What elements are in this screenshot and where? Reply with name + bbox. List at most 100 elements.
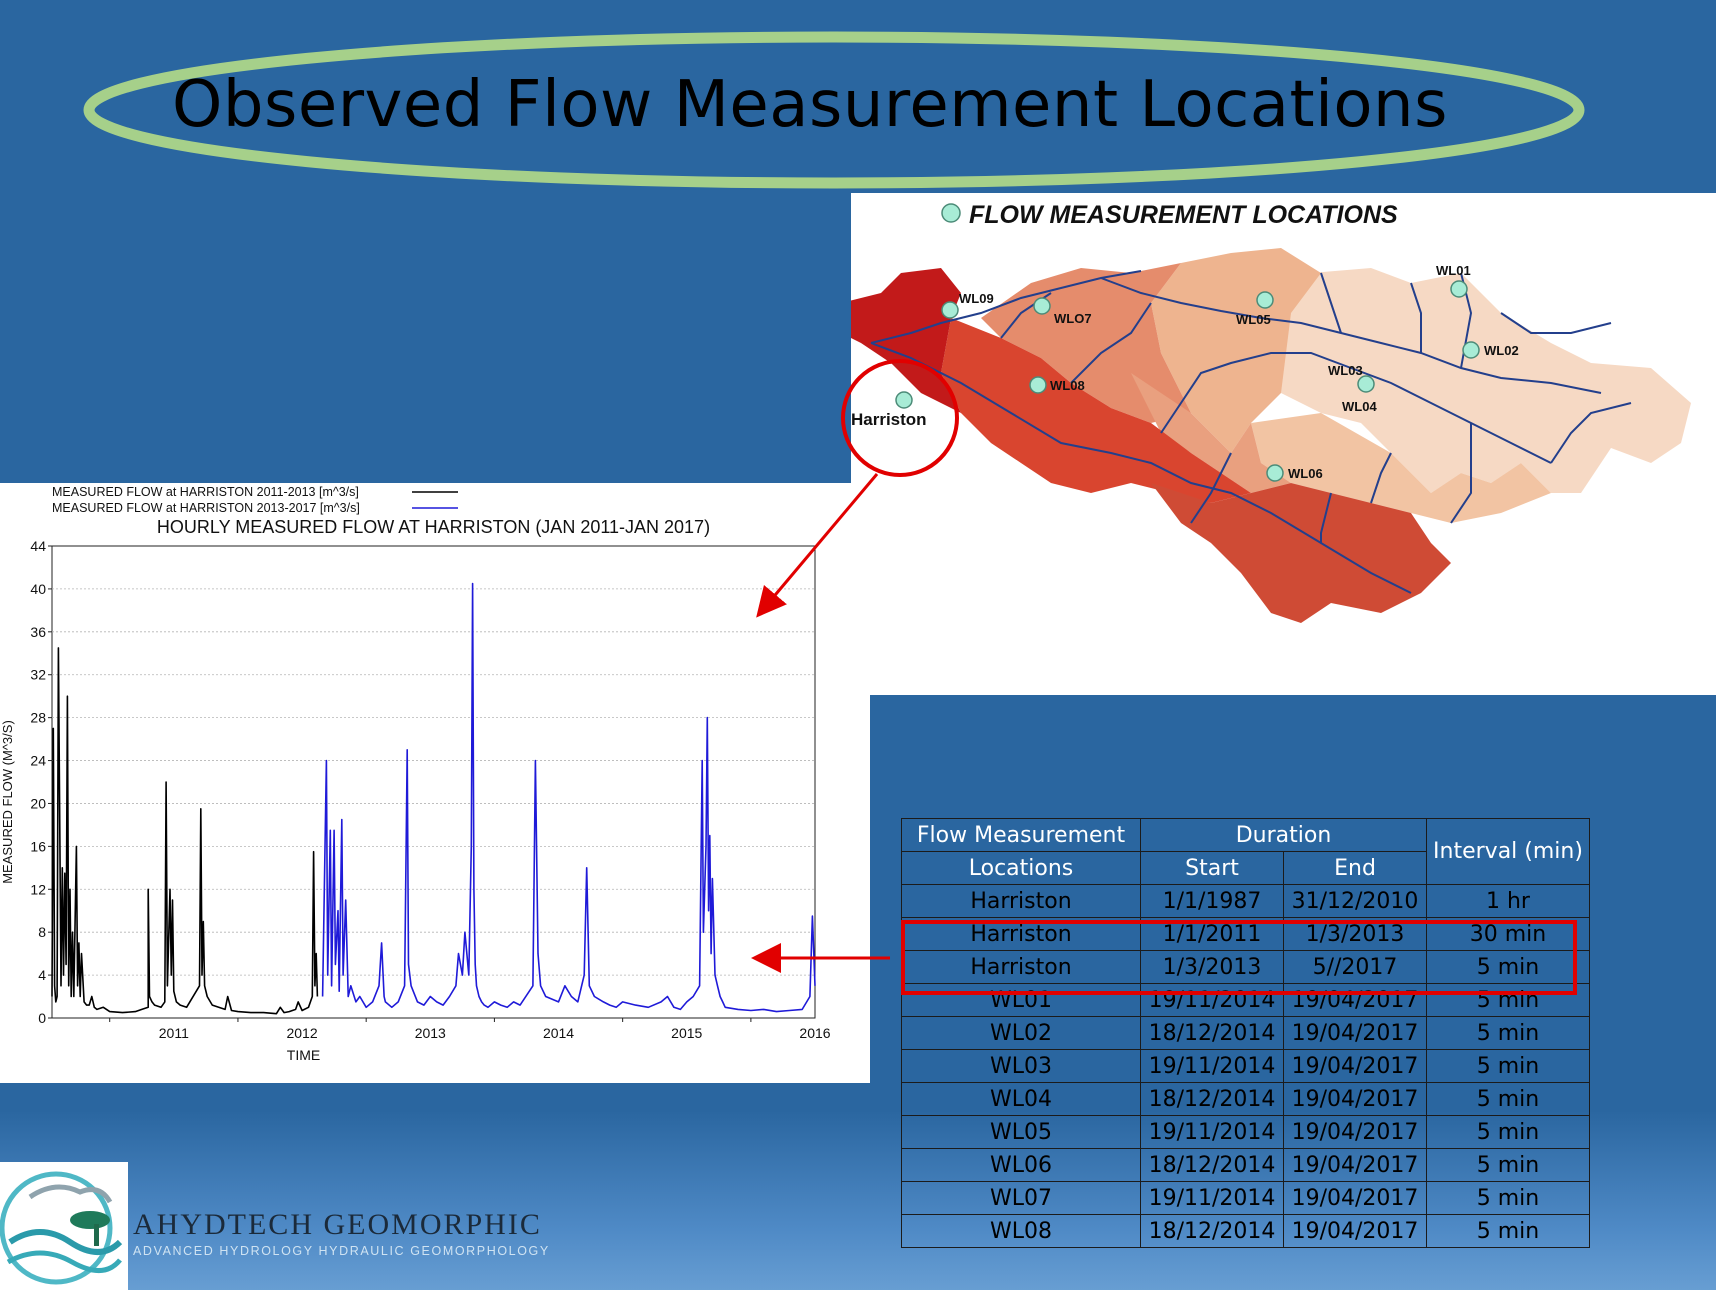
interval-cell: 5 min [1426, 1115, 1590, 1149]
start-cell: 19/11/2014 [1140, 1181, 1284, 1215]
y-axis-label: MEASURED FLOW (M^3/S) [0, 720, 15, 884]
table-row: WL05 19/11/2014 19/04/2017 5 min [901, 1115, 1590, 1149]
subbasin-tan-mid [1251, 413, 1551, 523]
y-tick-label: 24 [30, 753, 46, 769]
table-body: Harriston 1/1/1987 31/12/2010 1 hr Harriston… [901, 884, 1590, 1248]
interval-cell: 1 hr [1426, 884, 1590, 918]
slide-right-edge [1716, 0, 1725, 1297]
table-row: Harriston 1/3/2013 5//2017 5 min [901, 950, 1590, 984]
location-cell: Harriston [901, 884, 1141, 918]
start-cell: 18/12/2014 [1140, 1214, 1284, 1248]
subbasin-red-central [941, 318, 1251, 503]
station-harriston [895, 391, 913, 409]
table-row: WL04 18/12/2014 19/04/2017 5 min [901, 1082, 1590, 1116]
subbasin-tan-north [1151, 248, 1321, 453]
flow-measurement-table: Flow Measurement Duration Interval (min)… [901, 818, 1590, 1248]
location-cell: WL07 [901, 1181, 1141, 1215]
flow-chart: HOURLY MEASURED FLOW AT HARRISTON (JAN 2… [0, 485, 831, 1063]
station-wl08 [1029, 376, 1047, 394]
header-interval: Interval (min) [1426, 818, 1590, 885]
table-row: Harriston 1/1/1987 31/12/2010 1 hr [901, 884, 1590, 918]
company-logo [0, 1162, 128, 1290]
table-row: WL02 18/12/2014 19/04/2017 5 min [901, 1016, 1590, 1050]
end-cell: 19/04/2017 [1283, 1115, 1427, 1149]
header-locations-line1: Flow Measurement [901, 818, 1141, 852]
start-cell: 1/1/1987 [1140, 884, 1284, 918]
station-markers [895, 280, 1480, 482]
y-tick-label: 0 [38, 1010, 46, 1026]
chart-panel: HOURLY MEASURED FLOW AT HARRISTON (JAN 2… [0, 483, 870, 1083]
end-cell: 19/04/2017 [1283, 1049, 1427, 1083]
x-tick-label: 2016 [799, 1025, 830, 1041]
subbasin-light-east [1271, 268, 1691, 493]
table-row: WL06 18/12/2014 19/04/2017 5 min [901, 1148, 1590, 1182]
end-cell: 19/04/2017 [1283, 1181, 1427, 1215]
location-cell: WL03 [901, 1049, 1141, 1083]
location-cell: WL01 [901, 983, 1141, 1017]
header-start: Start [1140, 851, 1284, 885]
x-tick-label: 2012 [286, 1025, 317, 1041]
start-cell: 18/12/2014 [1140, 1082, 1284, 1116]
x-tick-label: 2013 [415, 1025, 446, 1041]
station-label-wl04: WL04 [1342, 399, 1377, 414]
map-legend-symbol [941, 203, 961, 223]
y-tick-label: 16 [30, 838, 46, 854]
end-cell: 19/04/2017 [1283, 1082, 1427, 1116]
end-cell: 31/12/2010 [1283, 884, 1427, 918]
subbasin-outlet [851, 268, 961, 413]
station-wl06 [1266, 464, 1284, 482]
interval-cell: 5 min [1426, 1049, 1590, 1083]
map-graphic: WL01 WL02 WL03 WL04 WL05 WL06 WLO7 WL08 … [851, 203, 1691, 623]
start-cell: 19/11/2014 [1140, 1049, 1284, 1083]
interval-cell: 5 min [1426, 1148, 1590, 1182]
y-tick-label: 40 [30, 581, 46, 597]
start-cell: 18/12/2014 [1140, 1016, 1284, 1050]
station-label-wl09: WL09 [959, 291, 994, 306]
y-tick-label: 4 [38, 967, 46, 983]
station-wl02 [1462, 341, 1480, 359]
station-wl09 [941, 301, 959, 319]
highlight-box [901, 920, 1577, 995]
slide-title: Observed Flow Measurement Locations [172, 68, 1448, 142]
interval-cell: 5 min [1426, 1082, 1590, 1116]
station-wl01 [1450, 280, 1468, 298]
station-label-wl05: WL05 [1236, 312, 1271, 327]
station-label-wl08: WL08 [1050, 378, 1085, 393]
logo-company-name: AHYDTECH GEOMORPHIC [133, 1208, 542, 1241]
y-tick-label: 8 [38, 924, 46, 940]
map-legend-title: FLOW MEASUREMENT LOCATIONS [969, 201, 1398, 229]
logo-tagline: ADVANCED HYDROLOGY HYDRAULIC GEOMORPHOLO… [133, 1244, 550, 1258]
plot-area [51, 545, 816, 1019]
header-end: End [1283, 851, 1427, 885]
header-duration: Duration [1140, 818, 1427, 852]
station-wl03 [1357, 375, 1375, 393]
location-cell: WL06 [901, 1148, 1141, 1182]
flow-table-wrap: Flow Measurement Duration Interval (min)… [901, 818, 1590, 1248]
y-tick-label: 28 [30, 710, 46, 726]
end-cell: 19/04/2017 [1283, 1016, 1427, 1050]
table-row: WL07 19/11/2014 19/04/2017 5 min [901, 1181, 1590, 1215]
start-cell: 1/3/2013 [1140, 950, 1284, 984]
watershed-map: WL01 WL02 WL03 WL04 WL05 WL06 WLO7 WL08 … [851, 193, 1718, 695]
location-cell: WL08 [901, 1214, 1141, 1248]
station-wl07 [1033, 297, 1051, 315]
x-tick-label: 2015 [671, 1025, 702, 1041]
station-label-wl01: WL01 [1436, 263, 1471, 278]
start-cell: 19/11/2014 [1140, 1115, 1284, 1149]
end-cell: 5//2017 [1283, 950, 1427, 984]
station-label-wl02: WL02 [1484, 343, 1519, 358]
end-cell: 19/04/2017 [1283, 1148, 1427, 1182]
legend-label-2011-2013: MEASURED FLOW at HARRISTON 2011-2013 [m^… [52, 485, 359, 499]
x-axis-label: TIME [287, 1047, 320, 1063]
y-tick-label: 44 [30, 538, 46, 554]
header-locations-line2: Locations [901, 851, 1141, 885]
y-tick-label: 32 [30, 667, 46, 683]
subbasin-orange-center [1131, 373, 1291, 493]
station-wl05 [1256, 291, 1274, 309]
logo-emblem-icon [0, 1171, 123, 1285]
start-cell: 1/1/2011 [1140, 917, 1284, 951]
start-cell: 18/12/2014 [1140, 1148, 1284, 1182]
legend-label-2013-2017: MEASURED FLOW at HARRISTON 2013-2017 [m^… [52, 501, 360, 515]
chart-title: HOURLY MEASURED FLOW AT HARRISTON (JAN 2… [157, 517, 710, 537]
interval-cell: 5 min [1426, 1016, 1590, 1050]
